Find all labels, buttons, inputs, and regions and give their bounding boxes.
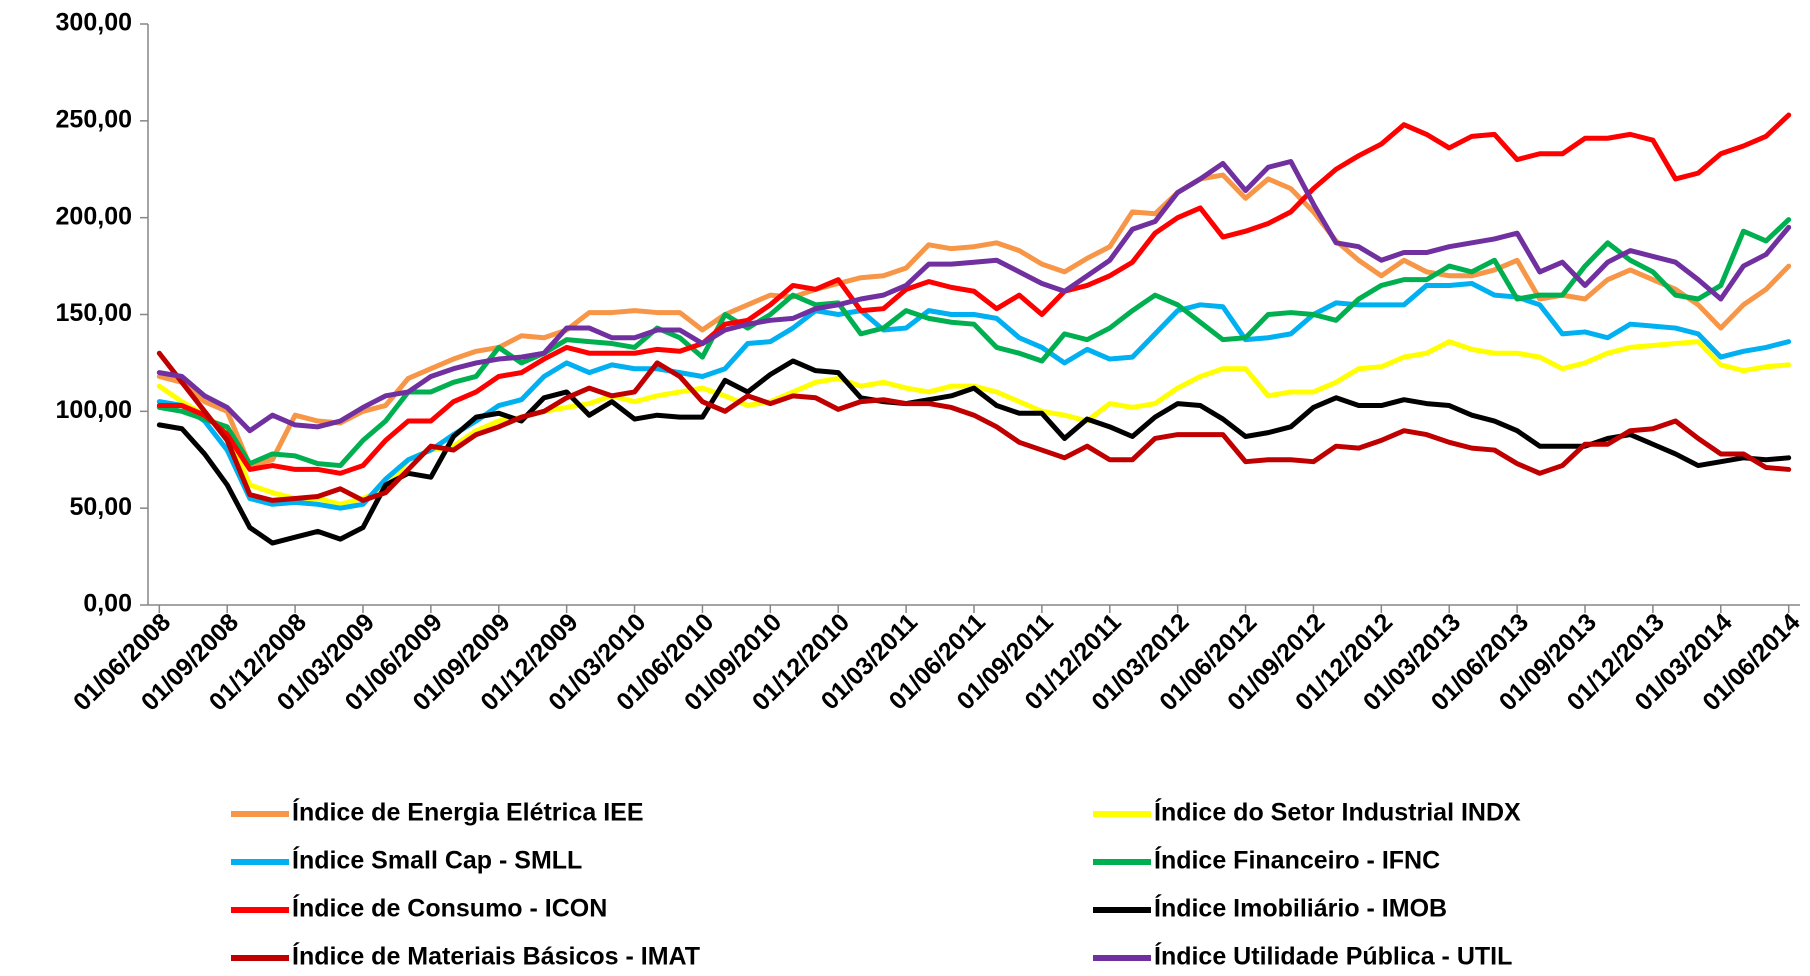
series-line	[156, 159, 1792, 434]
y-tick-label: 150,00	[56, 299, 132, 327]
series-line	[156, 172, 1792, 469]
legend-label: Índice Financeiro - IFNC	[1154, 846, 1440, 875]
y-tick-label: 100,00	[56, 396, 132, 424]
y-tick-label: 50,00	[69, 493, 132, 521]
series-line	[156, 217, 1792, 469]
series-line	[156, 112, 1792, 476]
y-tick-label: 200,00	[56, 202, 132, 230]
y-tick-label: 300,00	[56, 9, 132, 37]
series-line	[156, 358, 1792, 546]
legend-label: Índice Utilidade Pública - UTIL	[1154, 942, 1512, 971]
legend-label: Índice de Materiais Básicos - IMAT	[292, 942, 700, 971]
y-tick-label: 0,00	[83, 590, 132, 618]
legend-label: Índice de Consumo - ICON	[292, 894, 607, 923]
legend-label: Índice Imobiliário - IMOB	[1154, 894, 1447, 923]
y-tick-label: 250,00	[56, 105, 132, 133]
legend-label: Índice Small Cap - SMLL	[292, 846, 582, 875]
legend-label: Índice de Energia Elétrica IEE	[292, 798, 644, 827]
series-line	[156, 350, 1792, 503]
legend-label: Índice do Setor Industrial INDX	[1154, 798, 1521, 827]
